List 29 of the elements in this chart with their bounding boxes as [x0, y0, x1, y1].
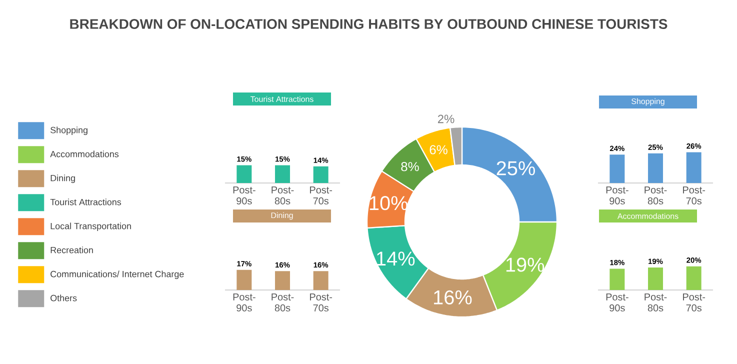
legend-label: Communications/ Internet Charge [50, 270, 184, 280]
x-tick-label: Post-70s [310, 186, 332, 204]
data-label: 6% [430, 145, 448, 154]
data-label: 14% [376, 252, 415, 266]
x-tick-label: Post-90s [606, 294, 628, 312]
legend-label: Recreation [50, 246, 93, 254]
x-tick-label: Post-90s [233, 294, 256, 312]
chart-title: BREAKDOWN OF ON-LOCATION SPENDING HABITS BY OUTBOUND CHINESE TOURISTS [70, 19, 668, 29]
data-label: 25% [496, 161, 535, 176]
x-tick-label: Post-80s [272, 294, 294, 312]
x-tick-label: Post-80s [644, 294, 667, 312]
x-tick-label: Post-90s [606, 186, 628, 204]
legend-label: Shopping [50, 126, 88, 136]
data-label: 10% [370, 196, 408, 210]
data-label: 16% [434, 290, 472, 304]
x-tick-label: Post-80s [272, 186, 294, 204]
data-label: 19% [506, 258, 544, 272]
legend-label: Dining [50, 174, 75, 184]
legend-label: Others [50, 294, 77, 302]
legend-label: Accommodations [50, 150, 119, 158]
x-tick-label: Post-90s [233, 186, 256, 204]
legend-label: Local Transportation [50, 222, 131, 232]
legend-label: Tourist Attractions [50, 198, 122, 206]
x-tick-label: Post-80s [644, 186, 667, 204]
data-label: 2% [438, 114, 454, 124]
data-label: 8% [401, 162, 419, 172]
x-tick-label: Post-70s [683, 186, 706, 204]
x-tick-label: Post-70s [310, 294, 332, 312]
x-tick-label: Post-70s [683, 294, 706, 312]
